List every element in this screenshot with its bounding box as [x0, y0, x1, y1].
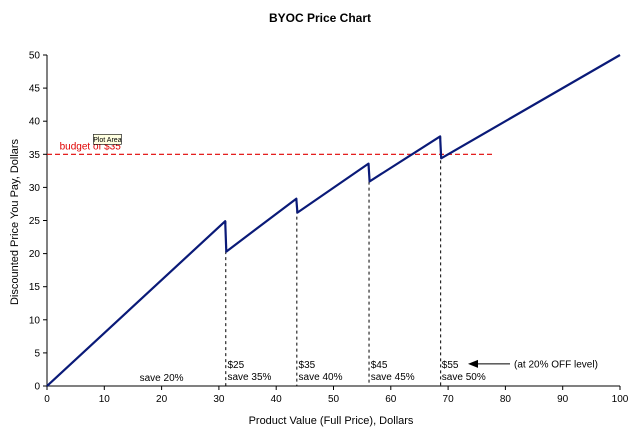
x-tick-label: 70 [443, 394, 455, 405]
axes: 0 10 20 30 40 50 60 70 80 90 100 0 5 10 15 20 25 30 35 40 45… [29, 51, 629, 406]
y-tick-label: 20 [29, 249, 41, 260]
budget-label: budget of $35 [60, 141, 122, 152]
y-axis-label: Discounted Price You Pay, Dollars [9, 138, 21, 305]
y-tick-label: 15 [29, 282, 41, 293]
drop-lines [225, 136, 442, 386]
chart-title: BYOC Price Chart [269, 11, 371, 25]
x-axis-label: Product Value (Full Price), Dollars [249, 415, 414, 427]
annotation: save 20% [140, 373, 184, 384]
annotation-line1: $55 [442, 360, 459, 371]
y-tick-label: 45 [29, 84, 41, 95]
x-tick-label: 10 [99, 394, 111, 405]
annotation-line1: $45 [371, 360, 388, 371]
tooltip-text: Plot Area [93, 137, 122, 144]
tooltip-box [93, 134, 122, 145]
x-tick-label: 20 [156, 394, 168, 405]
level-note-text: (at 20% OFF level) [514, 359, 598, 370]
annotation-line2: save 50% [442, 372, 486, 383]
annotation-line2: save 40% [299, 372, 343, 383]
series-group [46, 54, 621, 387]
plot-area-tooltip: Plot Area [93, 134, 122, 145]
annotation-line1: $35 [299, 360, 316, 371]
annotation-line1: $25 [227, 360, 244, 371]
x-tick-label: 60 [385, 394, 397, 405]
level-note-group: (at 20% OFF level) [468, 359, 598, 370]
y-tick-label: 10 [29, 315, 41, 326]
x-tick-label: 30 [213, 394, 225, 405]
x-tick-label: 100 [612, 394, 629, 405]
y-tick-label: 25 [29, 216, 41, 227]
x-tick-label: 90 [557, 394, 569, 405]
y-tick-label: 50 [29, 51, 41, 62]
y-tick-label: 30 [29, 183, 41, 194]
x-tick-label: 40 [271, 394, 283, 405]
x-tick-label: 0 [44, 394, 50, 405]
series-line [46, 54, 621, 387]
x-tick-label: 80 [500, 394, 512, 405]
y-tick-label: 40 [29, 117, 41, 128]
y-tick-label: 35 [29, 150, 41, 161]
level-note-arrowhead [468, 359, 478, 368]
y-tick-label: 0 [34, 382, 40, 393]
x-tick-label: 50 [328, 394, 340, 405]
annotation-line1: save 20% [140, 373, 184, 384]
annotation-line2: save 45% [371, 372, 415, 383]
y-tick-label: 5 [34, 348, 40, 359]
annotation-line2: save 35% [227, 372, 271, 383]
